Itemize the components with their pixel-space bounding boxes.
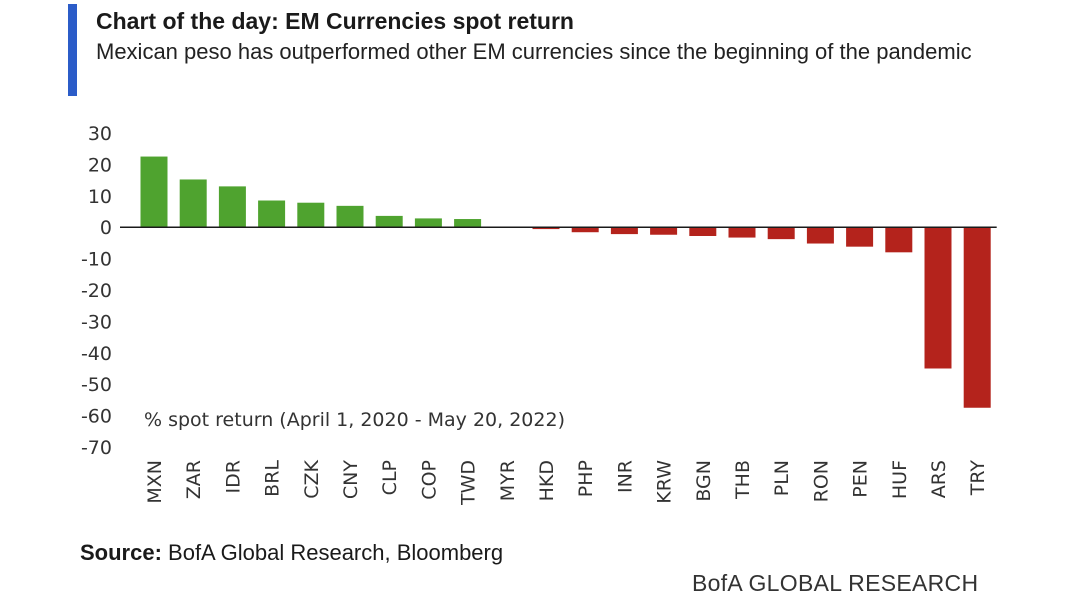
y-tick-label: -30: [81, 311, 112, 333]
bar-chart: 30 20 10 0 -10 -20 -30 -40 -50 -60 -70 MXN ZAR IDR BR…: [81, 123, 997, 506]
accent-bar: [68, 4, 77, 96]
bar-twd: [454, 219, 482, 228]
x-tick-label: MXN: [144, 460, 166, 504]
bar-idr: [218, 186, 246, 228]
y-tick-label: -40: [81, 343, 112, 365]
x-tick-label: CNY: [340, 460, 362, 499]
x-tick-label: CZK: [301, 459, 323, 498]
bar-php: [571, 227, 599, 233]
chart-annotation: % spot return (April 1, 2020 - May 20, 2…: [144, 409, 565, 431]
x-tick-label: RON: [810, 460, 832, 502]
x-tick-label: TRY: [967, 460, 989, 497]
x-tick-label: INR: [614, 460, 636, 493]
x-tick-label: IDR: [222, 460, 244, 493]
bar-czk: [297, 202, 325, 228]
y-tick-label: 20: [88, 154, 112, 176]
bar-brl: [258, 200, 286, 228]
bar-cop: [414, 218, 442, 228]
bar-mxn: [140, 156, 168, 228]
y-tick-label: -10: [81, 249, 112, 271]
bar-ars: [924, 227, 952, 369]
chart-subtitle: Mexican peso has outperformed other EM c…: [96, 39, 972, 64]
x-tick-label: COP: [418, 460, 440, 500]
x-tick-label: CLP: [379, 460, 401, 495]
bar-cny: [336, 205, 364, 228]
bar-krw: [650, 227, 678, 235]
x-tick-label: BGN: [693, 460, 715, 502]
x-tick-label: PEN: [850, 460, 872, 498]
bar-thb: [728, 227, 756, 238]
bar-zar: [179, 179, 207, 228]
x-tick-label: HUF: [889, 460, 911, 499]
bar-ron: [806, 227, 834, 244]
bar-try: [963, 227, 991, 408]
source-note: Source: BofA Global Research, Bloomberg: [80, 540, 503, 566]
bar-huf: [885, 227, 913, 253]
x-tick-label: HKD: [536, 460, 558, 501]
bar-clp: [375, 215, 403, 228]
x-tick-label: ZAR: [183, 460, 205, 499]
y-tick-label: 0: [100, 217, 112, 239]
x-tick-label: PLN: [771, 460, 793, 496]
x-tick-label: THB: [732, 460, 754, 500]
x-tick-label: TWD: [458, 460, 480, 506]
x-tick-label: BRL: [262, 460, 284, 497]
x-tick-label: KRW: [654, 460, 676, 504]
bar-hkd: [532, 227, 560, 230]
y-tick-label: -50: [81, 374, 112, 396]
source-label: Source:: [80, 540, 162, 565]
brand-label: BofA GLOBAL RESEARCH: [692, 570, 979, 596]
x-tick-label: MYR: [497, 460, 519, 501]
bar-inr: [610, 227, 638, 235]
bar-pln: [767, 227, 795, 240]
y-tick-label: -60: [81, 406, 112, 428]
x-tick-label: ARS: [928, 460, 950, 498]
bar-bgn: [689, 227, 717, 236]
y-tick-label: -70: [81, 437, 112, 459]
y-tick-label: -20: [81, 280, 112, 302]
bars: [140, 156, 991, 408]
chart-title: Chart of the day: EM Currencies spot ret…: [96, 8, 574, 34]
x-tick-label: PHP: [575, 460, 597, 497]
y-tick-label: 30: [88, 123, 112, 145]
bar-pen: [846, 227, 874, 247]
y-tick-label: 10: [88, 186, 112, 208]
source-text: BofA Global Research, Bloomberg: [161, 540, 504, 565]
x-axis-labels: MXN ZAR IDR BRL CZK CNY CLP COP TWD MYR HKD PHP INR K…: [144, 459, 989, 506]
y-axis: 30 20 10 0 -10 -20 -30 -40 -50 -60 -70: [81, 123, 112, 459]
